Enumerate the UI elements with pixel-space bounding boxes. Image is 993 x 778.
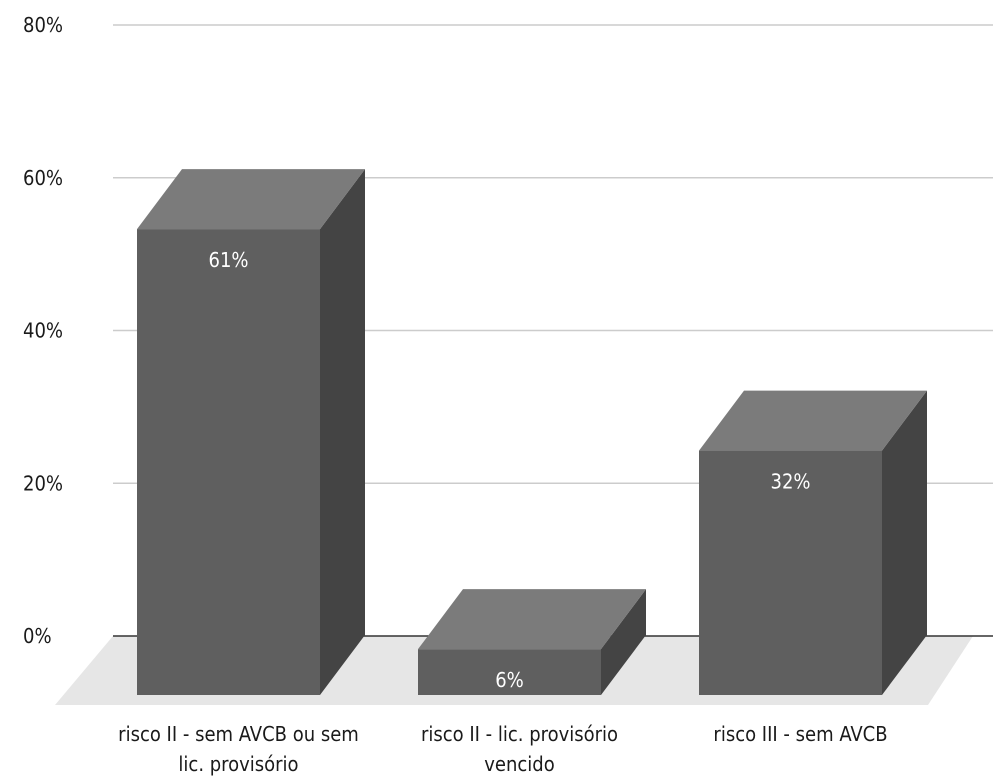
y-tick-label: 40% [23, 319, 63, 343]
x-tick-label: risco II - lic. provisório [421, 722, 618, 746]
data-label: 6% [495, 668, 524, 692]
y-tick-label: 20% [23, 471, 63, 495]
bar-side [882, 390, 927, 695]
bar-side [601, 589, 646, 695]
bar-top [137, 169, 365, 230]
data-label: 61% [209, 248, 249, 272]
y-tick-label: 80% [23, 13, 63, 37]
bar-side [320, 169, 365, 696]
x-tick-label: vencido [484, 752, 554, 776]
bar-top [418, 589, 646, 650]
y-tick-label: 60% [23, 166, 63, 190]
bar [699, 450, 882, 695]
y-tick-label: 0% [23, 624, 52, 648]
x-tick-label: risco II - sem AVCB ou sem [118, 722, 359, 746]
x-tick-label: risco III - sem AVCB [713, 722, 887, 746]
bar [137, 229, 320, 696]
bar [418, 649, 601, 695]
bar-top [699, 390, 927, 451]
x-tick-label: lic. provisório [178, 752, 298, 776]
data-label: 32% [771, 470, 811, 494]
